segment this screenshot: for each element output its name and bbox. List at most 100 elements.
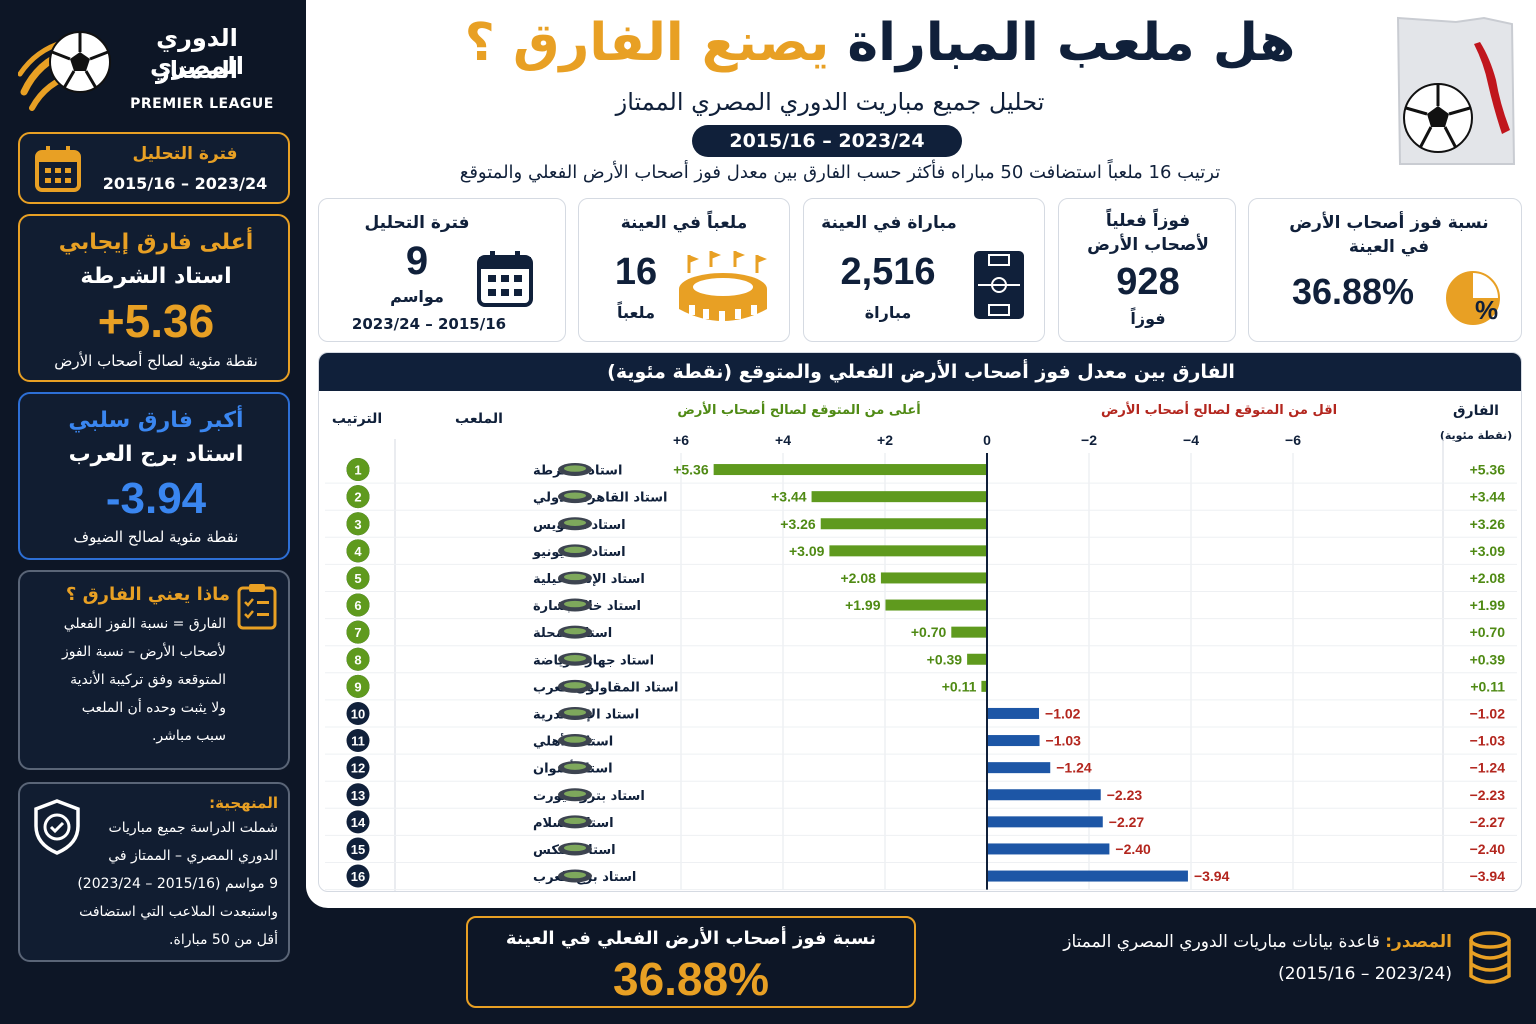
winrate-label: نسبة فوز أصحاب الأرض في العينة <box>1289 213 1489 257</box>
stadium-mini-icon-pitch <box>564 736 586 743</box>
egypt-map <box>1392 14 1522 172</box>
database-icon <box>1469 931 1511 984</box>
difference-value: −1.02 <box>1470 705 1506 721</box>
rank-badge-fill <box>346 593 370 617</box>
difference-chart: الفارق بين معدل فوز أصحاب الأرض الفعلي و… <box>318 352 1522 892</box>
difference-bar <box>829 545 987 557</box>
negative-direction-label: اقل من المتوقع لصالح أصحاب الأرض <box>1100 403 1338 418</box>
difference-value: −2.27 <box>1470 814 1506 830</box>
stadium-icon <box>679 251 767 321</box>
stadium-mini-icon-pitch <box>564 655 586 662</box>
bar-value-label: −3.94 <box>1194 868 1230 884</box>
rank-badge <box>346 810 370 834</box>
stat-card-matches: مباراة في العينة 2,516 مباراة <box>803 198 1045 342</box>
league-title-line2: الممتاز <box>155 56 239 84</box>
headline: هل ملعب المباراة يصنع الفارق ؟ <box>400 10 1360 76</box>
football-icon <box>17 31 111 111</box>
stadium-mini-icon-pitch <box>564 627 586 635</box>
rank-number: 14 <box>351 815 366 830</box>
footer-highlight-label: نسبة فوز أصحاب الأرض الفعلي في العينة <box>505 928 877 949</box>
source-period: (2015/16 – 2023/24) <box>1278 964 1452 984</box>
source-label: المصدر: <box>1385 932 1452 952</box>
difference-bar <box>987 762 1051 774</box>
period-pill: 2015/16 – 2023/24 <box>692 125 962 157</box>
stadium-mini-icon-pitch <box>564 763 586 770</box>
shield-check-icon <box>34 799 80 855</box>
rank-number: 16 <box>351 869 365 884</box>
meaning-line-1: الفارق = نسبة الفوز الفعلي <box>63 616 226 632</box>
diff-column-header: الفارق <box>1453 403 1499 419</box>
method-line-3: 9 مواسم (2015/16 – 2023/24) <box>77 876 278 892</box>
stadium-column-header: الملعب <box>455 411 503 427</box>
tick-label: −2 <box>1081 432 1097 448</box>
stadium-name: استاد جهاز الرياضة <box>533 653 654 668</box>
method-line-2: الدوري المصري – الممتاز في <box>108 848 278 864</box>
calendar-icon <box>477 251 533 307</box>
method-title: المنهجية: <box>209 794 278 812</box>
best-difference-card: أعلى فارق إيجابي استاد الشرطة +5.36 نقطة… <box>18 214 290 382</box>
seasons-period: 2015/16 – 2023/24 <box>351 315 507 333</box>
calendar-icon <box>35 146 81 192</box>
difference-bar <box>987 789 1101 801</box>
seasons-value: 9 <box>405 239 429 283</box>
difference-value: +2.08 <box>1470 570 1506 586</box>
method-line-4: واستبعدت الملاعب التي استضافت <box>79 904 278 920</box>
method-line-5: أقل من 50 مباراة. <box>169 932 278 948</box>
best-stadium: استاد الشرطة <box>80 264 232 289</box>
meaning-line-2: لأصحاب الأرض – نسبة الفوز <box>61 644 226 660</box>
stadium-mini-icon-pitch <box>564 519 586 526</box>
rank-badge <box>346 729 370 753</box>
best-title: أعلى فارق إيجابي <box>58 230 254 255</box>
rank-badge-fill <box>346 485 370 509</box>
headline-subtitle: تحليل جميع مباريت الدوري المصري الممتاز <box>615 88 1045 116</box>
worst-stadium: استاد برج العرب <box>68 442 244 467</box>
period-card: فترة التحليل 2015/16 – 2023/24 <box>18 132 290 204</box>
tick-label: −4 <box>1183 432 1199 448</box>
rank-number: 7 <box>354 625 361 640</box>
stadium-mini-icon-pitch <box>564 546 586 554</box>
difference-bar <box>987 816 1103 828</box>
headline-part1: هل ملعب المباراة <box>847 13 1296 73</box>
positive-direction-label: أعلى من المتوقع لصالح أصحاب الأرض <box>677 403 921 418</box>
diff-column-unit: (نقطة مئوية) <box>1439 429 1513 442</box>
tick-label: −6 <box>1285 432 1301 448</box>
difference-value: +1.99 <box>1470 597 1506 613</box>
rank-badge-fill <box>346 647 370 671</box>
percent-pie-icon: % <box>1446 271 1500 325</box>
worst-difference-card: أكبر فارق سلبي استاد برج العرب -3.94 نقط… <box>18 392 290 560</box>
stat-card-winrate: نسبة فوز أصحاب الأرض في العينة 36.88% % <box>1248 198 1522 342</box>
rank-badge-fill <box>346 458 370 482</box>
bar-value-label: −1.03 <box>1046 733 1082 749</box>
rank-number: 13 <box>351 788 365 803</box>
stadium-mini-icon-pitch <box>564 709 586 716</box>
bar-value-label: −1.24 <box>1056 760 1092 776</box>
stadium-mini-icon-pitch <box>564 871 586 879</box>
tick-label: +2 <box>877 432 893 448</box>
rank-number: 1 <box>354 463 361 478</box>
chart-title: الفارق بين معدل فوز أصحاب الأرض الفعلي و… <box>607 361 1235 383</box>
stadium-mini-icon-pitch <box>564 817 586 825</box>
footer-source: المصدر: قاعدة بيانات مباريات الدوري المص… <box>1030 932 1452 952</box>
seasons-label: فترة التحليل <box>364 213 470 233</box>
difference-bar <box>885 599 987 611</box>
meaning-title: ماذا يعني الفارق ؟ <box>65 584 230 605</box>
rank-number: 10 <box>351 706 365 721</box>
bar-value-label: +0.11 <box>942 678 977 694</box>
difference-value: +3.26 <box>1470 516 1506 532</box>
rank-badge-fill <box>346 539 370 563</box>
rank-badge-fill <box>346 512 370 536</box>
chart-title-bar: الفارق بين معدل فوز أصحاب الأرض الفعلي و… <box>319 353 1521 391</box>
footer-highlight-value: 36.88% <box>612 953 769 1005</box>
tick-label: +4 <box>775 432 791 448</box>
rank-number: 9 <box>354 679 361 694</box>
map-icon <box>1396 16 1516 165</box>
difference-bar <box>713 464 987 476</box>
stadium-mini-icon-pitch <box>564 844 586 852</box>
wins-label-2: لأصحاب الأرض <box>1087 235 1209 255</box>
wins-unit: فوزاً <box>1130 309 1166 328</box>
league-logo <box>17 22 114 112</box>
period-pill-text: 2015/16 – 2023/24 <box>729 130 925 152</box>
difference-bar <box>820 518 987 530</box>
tick-label: +6 <box>673 432 689 448</box>
bar-value-label: +2.08 <box>840 570 876 586</box>
